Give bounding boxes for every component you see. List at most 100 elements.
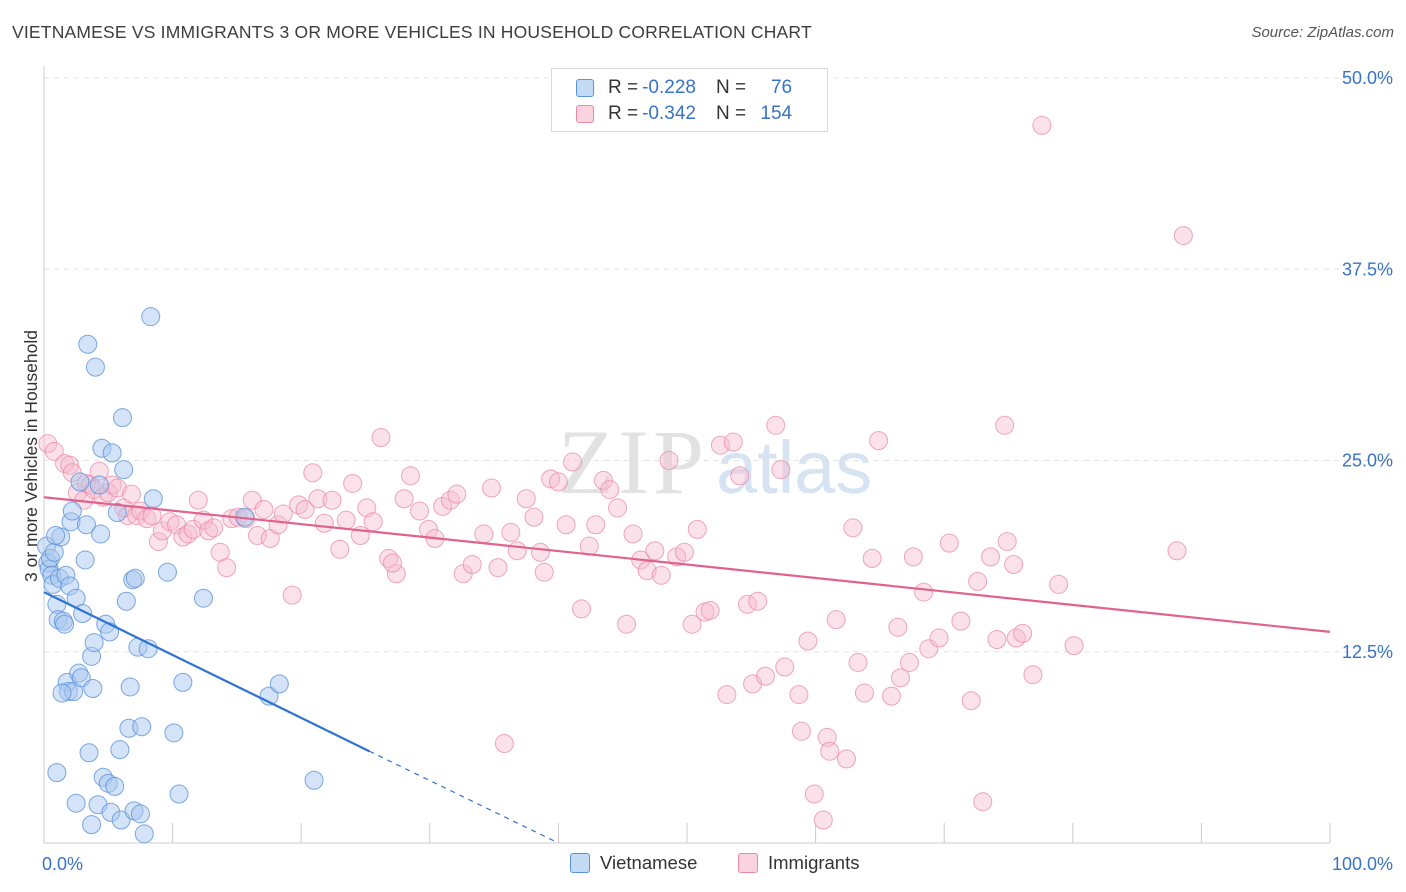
immigrants-point xyxy=(1050,575,1068,593)
vietnamese-point xyxy=(47,526,65,544)
immigrants-point xyxy=(988,631,1006,649)
immigrants-point xyxy=(844,519,862,537)
immigrants-point xyxy=(573,600,591,618)
vietnamese-point xyxy=(85,634,103,652)
immigrants-point xyxy=(756,667,774,685)
immigrants-point xyxy=(996,416,1014,434)
immigrants-point xyxy=(799,632,817,650)
immigrants-point xyxy=(882,687,900,705)
scatter-chart: ZIP atlas 12.5%25.0%37.5%50.0%0.0% 100.0%… xyxy=(0,0,1406,892)
immigrants-point xyxy=(395,490,413,508)
vietnamese-point xyxy=(83,816,101,834)
immigrants-point xyxy=(344,474,362,492)
r-label: R = xyxy=(608,103,638,125)
legend-item-vietnamese[interactable]: Vietnamese xyxy=(570,852,697,874)
immigrants-point xyxy=(962,692,980,710)
immigrants-point xyxy=(688,520,706,538)
immigrants-point xyxy=(1168,542,1186,560)
y-tick-label: 25.0% xyxy=(1342,451,1393,471)
vietnamese-point xyxy=(158,563,176,581)
immigrants-point xyxy=(701,601,719,619)
vietnamese-point xyxy=(76,551,94,569)
n-label: N = xyxy=(716,103,746,125)
correlation-legend: R = -0.228 N = 76 R = -0.342 N = 154 xyxy=(551,68,828,132)
immigrants-point xyxy=(849,653,867,671)
vietnamese-point xyxy=(90,476,108,494)
immigrants-point xyxy=(122,485,140,503)
immigrants-point xyxy=(855,684,873,702)
immigrants-point xyxy=(411,502,429,520)
immigrants-point xyxy=(1174,227,1192,245)
immigrants-point xyxy=(283,586,301,604)
y-tick-label: 12.5% xyxy=(1342,642,1393,662)
vietnamese-point xyxy=(165,724,183,742)
legend-item-immigrants[interactable]: Immigrants xyxy=(738,852,860,874)
immigrants-swatch xyxy=(738,853,758,873)
immigrants-point xyxy=(601,481,619,499)
r-value: -0.342 xyxy=(642,103,696,125)
immigrants-point xyxy=(1065,637,1083,655)
vietnamese-point xyxy=(270,675,288,693)
immigrants-point xyxy=(315,514,333,532)
n-label: N = xyxy=(716,77,746,99)
immigrants-point xyxy=(304,464,322,482)
vietnamese-point xyxy=(144,490,162,508)
vietnamese-point xyxy=(126,569,144,587)
immigrants-point xyxy=(331,540,349,558)
immigrants-point xyxy=(580,537,598,555)
immigrants-point xyxy=(495,735,513,753)
immigrants-point xyxy=(904,548,922,566)
immigrants-point xyxy=(900,653,918,671)
immigrants-point xyxy=(189,491,207,509)
legend-row-vietnamese: R = -0.228 N = 76 xyxy=(576,76,792,100)
immigrants-point xyxy=(724,433,742,451)
immigrants-point xyxy=(323,491,341,509)
vietnamese-point xyxy=(67,794,85,812)
immigrants-point xyxy=(274,505,292,523)
immigrants-point xyxy=(218,559,236,577)
immigrants-point xyxy=(652,566,670,584)
immigrants-point xyxy=(675,543,693,561)
vietnamese-point xyxy=(135,825,153,843)
vietnamese-trend-extension xyxy=(369,751,558,843)
immigrants-point xyxy=(974,793,992,811)
immigrants-point xyxy=(981,548,999,566)
vietnamese-point xyxy=(174,673,192,691)
immigrants-point xyxy=(609,499,627,517)
immigrants-legend-label: Immigrants xyxy=(768,852,860,874)
vietnamese-point xyxy=(106,777,124,795)
immigrants-point xyxy=(364,513,382,531)
vietnamese-point xyxy=(121,678,139,696)
x-tick-label-max: 100.0% xyxy=(1332,854,1393,874)
immigrants-point xyxy=(749,592,767,610)
vietnamese-point xyxy=(117,592,135,610)
immigrants-point xyxy=(969,572,987,590)
vietnamese-point xyxy=(142,308,160,326)
vietnamese-point xyxy=(170,785,188,803)
immigrants-point xyxy=(618,615,636,633)
immigrants-point xyxy=(517,490,535,508)
immigrants-point xyxy=(792,722,810,740)
immigrants-point xyxy=(827,611,845,629)
vietnamese-swatch xyxy=(576,79,594,97)
vietnamese-points xyxy=(38,308,323,843)
immigrants-point xyxy=(772,461,790,479)
immigrants-point xyxy=(998,533,1016,551)
immigrants-point xyxy=(805,785,823,803)
vietnamese-point xyxy=(113,409,131,427)
immigrants-point xyxy=(337,511,355,529)
immigrants-point xyxy=(624,525,642,543)
vietnamese-point xyxy=(86,358,104,376)
immigrants-point xyxy=(837,750,855,768)
gridlines xyxy=(44,78,1393,652)
immigrants-point xyxy=(930,629,948,647)
immigrants-point xyxy=(587,516,605,534)
immigrants-point xyxy=(646,542,664,560)
vietnamese-point xyxy=(56,615,74,633)
immigrants-point xyxy=(463,556,481,574)
vietnamese-point xyxy=(305,771,323,789)
vietnamese-point xyxy=(194,589,212,607)
immigrants-point xyxy=(660,452,678,470)
y-axis-label: 3 or more Vehicles in Household xyxy=(21,330,41,582)
immigrants-point xyxy=(531,543,549,561)
